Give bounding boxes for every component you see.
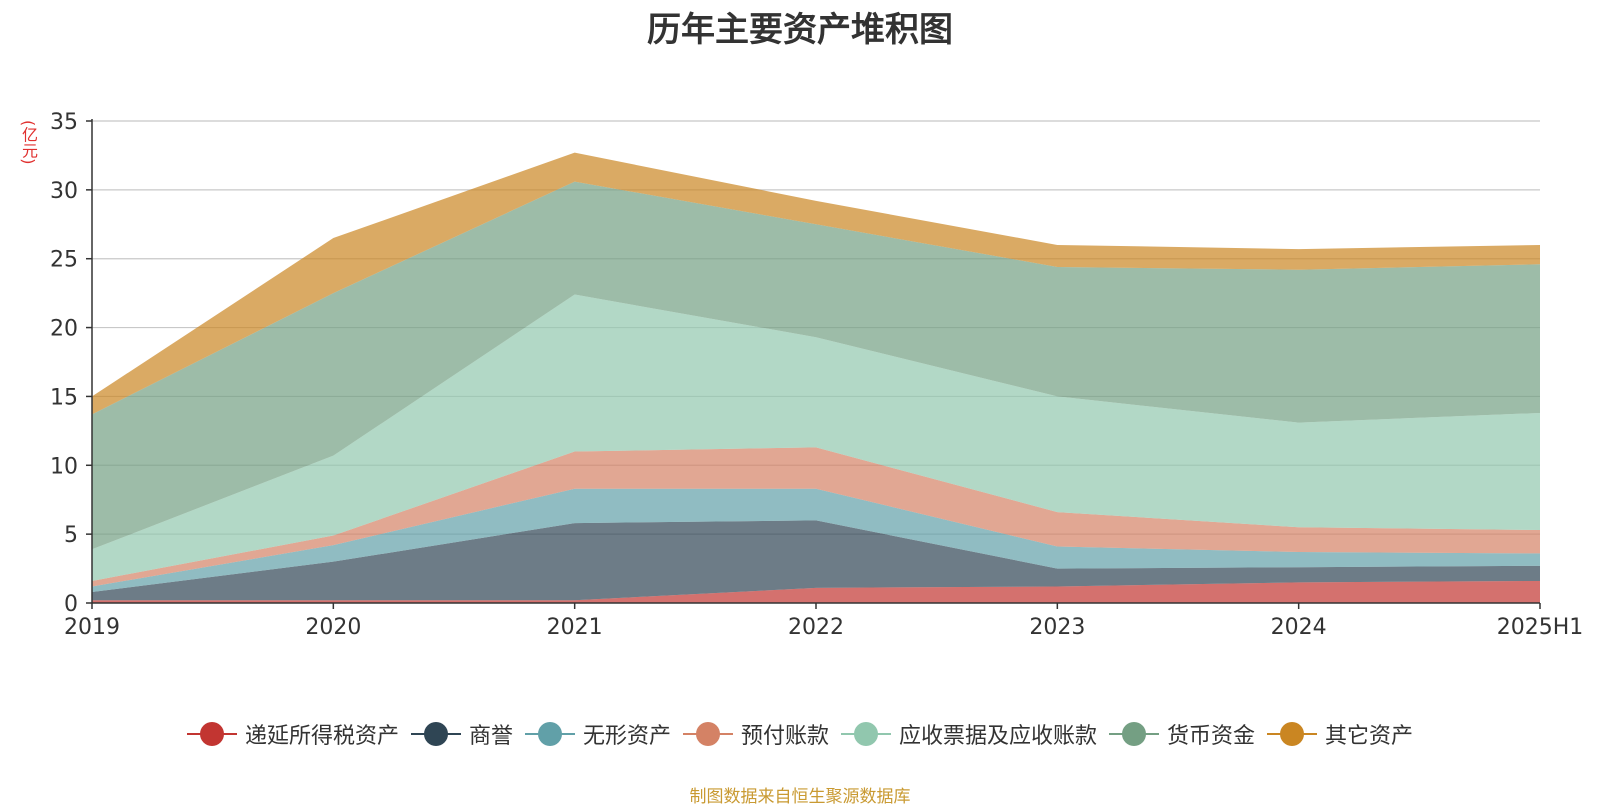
legend-label: 应收票据及应收账款 [899,724,1098,749]
y-tick-label: 20 [50,317,78,342]
axes: 0 5 10 15 20 25 30 35 2019 2020 2021 2022 2023 2024 20… [50,110,1583,640]
x-tick-label: 2023 [1029,615,1085,640]
legend-item[interactable]: 递延所得税资产 [186,718,399,750]
chart-title: 历年主要资产堆积图 [647,10,953,50]
x-tick-label: 2025H1 [1497,615,1584,640]
area-series [92,447,1540,587]
data-source-note: 制图数据来自恒生聚源数据库 [689,787,911,807]
area-series-group [92,152,1540,603]
legend-item[interactable]: 货币资金 [1109,718,1255,750]
y-tick-label: 25 [50,248,78,273]
legend-label: 预付账款 [740,724,829,749]
y-axis-unit-label: (亿元) [19,120,38,165]
area-series [92,152,1540,415]
y-tick-label: 0 [64,592,78,617]
area-series [92,181,1540,550]
legend-label: 无形资产 [582,724,671,749]
y-tick-label: 10 [50,454,78,479]
x-tick-label: 2020 [305,615,361,640]
area-series [92,520,1540,601]
x-tick-label: 2024 [1271,615,1327,640]
legend-marker-icon [1267,722,1318,746]
legend-marker-icon [186,722,237,746]
y-tick-label: 35 [50,110,78,135]
y-tick-label: 15 [50,385,78,410]
stacked-area-chart: 0 5 10 15 20 25 30 35 2019 2020 2021 2022 2023 2024 20… [50,110,1583,640]
area-series [92,294,1540,581]
legend-item[interactable]: 其它资产 [1267,718,1413,750]
area-series [92,580,1540,603]
legend-item[interactable]: 应收票据及应收账款 [841,718,1097,750]
legend-marker-icon [410,722,461,746]
legend-item[interactable]: 预付账款 [682,718,829,750]
legend-marker-icon [524,722,575,746]
legend-label: 递延所得税资产 [244,724,399,749]
x-tick-label: 2019 [64,615,120,640]
area-series [92,488,1540,592]
legend-item[interactable]: 商誉 [410,718,513,750]
legend-label: 货币资金 [1167,724,1256,749]
legend-marker-icon [841,722,891,746]
y-tick-label: 5 [64,523,78,548]
legend-label: 商誉 [468,724,513,749]
legend-label: 其它资产 [1325,724,1414,749]
y-tick-label: 30 [50,179,78,204]
legend-item[interactable]: 无形资产 [524,718,671,750]
legend-marker-icon [1109,722,1160,746]
legend-marker-icon [682,722,733,746]
x-tick-label: 2022 [788,615,844,640]
chart-legend: 递延所得税资产 商誉 无形资产 预付账款 应收票据及应收账款 货币资金 其它资产 [0,718,1600,750]
x-tick-label: 2021 [547,615,603,640]
